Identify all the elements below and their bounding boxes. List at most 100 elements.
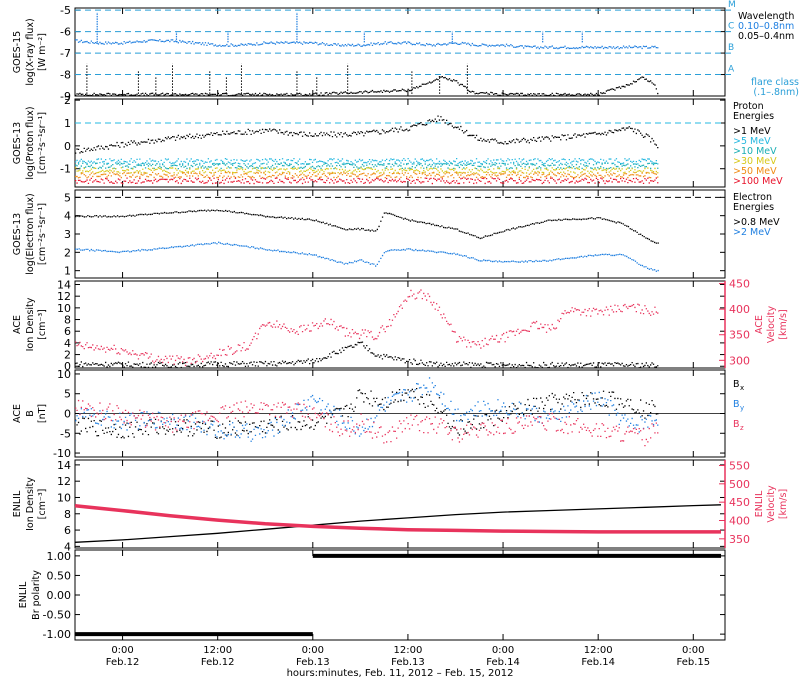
y-tick-label: 1 xyxy=(64,265,71,278)
y-right-tick-label: 300 xyxy=(729,354,750,367)
series-0-10-0-8nm-points xyxy=(75,12,659,50)
series--10-mev-points xyxy=(75,162,659,170)
legend-title: Energies xyxy=(733,111,774,122)
series--50-mev-points xyxy=(75,171,659,179)
goes15-xray-panel: -5 -6 -7 -8 -9 GOES-15 log(X-ray flux) [W m⁻²] M… xyxy=(12,0,799,103)
series-ion-density-line xyxy=(74,504,722,543)
legend-entry: >10 MeV xyxy=(733,146,777,157)
y-tick-label: 12 xyxy=(57,475,71,488)
y-right-axis-label: ACE xyxy=(754,315,765,334)
y-axis-label: [nT] xyxy=(37,404,48,423)
series-bz-points xyxy=(75,399,659,447)
y-right-tick-label: 350 xyxy=(729,329,750,342)
y-axis-label: ENLIL xyxy=(18,581,29,608)
y-tick-label: -1 xyxy=(60,163,71,176)
y-axis-label: [cm⁻²s⁻¹sr⁻¹] xyxy=(37,203,48,265)
series-ion-density-points xyxy=(75,341,659,369)
y-tick-label: 4 xyxy=(64,540,71,553)
series--100-mev-points xyxy=(75,177,659,185)
legend-entry: >5 MeV xyxy=(733,136,771,147)
series--0-8-mev-points xyxy=(75,209,659,244)
series-bx-points xyxy=(75,388,659,439)
legend-note: (.1–.8nm) xyxy=(753,87,799,98)
time-tick-label: 12:00 xyxy=(394,645,423,656)
time-tick-label: 12:00 xyxy=(584,645,613,656)
legend-entry: >0.8 MeV xyxy=(733,217,780,228)
y-tick-label: 0 xyxy=(64,140,71,153)
legend-entry: >2 MeV xyxy=(733,227,771,238)
y-tick-label: 3 xyxy=(64,228,71,241)
y-axis-label: [cm⁻³] xyxy=(37,489,48,520)
series--5-mev-dots xyxy=(75,158,659,165)
y-axis-label: B xyxy=(25,410,36,417)
y-tick-label: 5 xyxy=(64,388,71,401)
y-tick-label: -1.00 xyxy=(43,628,71,641)
legend-entry: 0.10–0.8nm xyxy=(738,21,794,32)
time-tick-label: 0:00 xyxy=(682,645,704,656)
y-right-tick-label: 450 xyxy=(729,496,750,509)
y-axis-label: Br polarity xyxy=(31,570,42,620)
y-tick-label: 8 xyxy=(64,314,71,327)
y-tick-label: -0.50 xyxy=(43,609,71,622)
y-axis-label: [W m⁻²] xyxy=(37,33,48,71)
y-tick-label: -5 xyxy=(60,427,71,440)
y-axis-label: ACE xyxy=(12,315,23,334)
y-tick-label: -9 xyxy=(60,90,71,103)
y-right-axis-label: [km/s] xyxy=(778,489,789,519)
legend-entry: >30 MeV xyxy=(733,156,777,167)
legend-entry: B xyxy=(733,399,740,410)
series--1-mev-points xyxy=(75,115,659,154)
series--1-mev-dots xyxy=(75,115,659,154)
y-tick-label: 2 xyxy=(64,246,71,259)
enlil-polarity-panel: 1.00 0.50 0.00 -0.50 -1.00 ENLIL Br polarity 0:… xyxy=(18,549,726,668)
y-tick-label: 0.00 xyxy=(47,589,72,602)
legend-title: Proton xyxy=(733,101,764,112)
series-ion-density-dots xyxy=(75,341,659,369)
y-tick-label: 1 xyxy=(64,117,71,130)
y-tick-label: 6 xyxy=(64,325,71,338)
legend-entry: >1 MeV xyxy=(733,126,771,137)
y-tick-label: 5 xyxy=(64,191,71,204)
y-tick-label: 4 xyxy=(64,337,71,350)
legend-entry: B xyxy=(733,419,740,430)
series--100-mev-dots xyxy=(75,177,659,185)
y-axis-label: log(Proton flux) xyxy=(25,106,36,179)
series-velocity-dots xyxy=(75,289,659,367)
time-tick-label: 0:00 xyxy=(111,645,133,656)
series--10-mev-dots xyxy=(75,162,659,170)
flare-class-label: A xyxy=(728,65,735,75)
y-right-tick-label: 450 xyxy=(729,278,750,291)
panel-frame xyxy=(74,549,726,641)
y-right-axis-label: [km/s] xyxy=(778,309,789,339)
series--5-mev-points xyxy=(75,158,659,165)
series--2-mev-points xyxy=(75,241,659,272)
y-right-tick-label: 350 xyxy=(729,533,750,546)
y-right-axis-label: Velocity xyxy=(766,305,777,343)
y-tick-label: 6 xyxy=(64,524,71,537)
legend-subscript: x xyxy=(740,384,744,392)
y-right-tick-label: 400 xyxy=(729,303,750,316)
time-tick-label: 0:00 xyxy=(492,645,514,656)
series-velocity-points xyxy=(75,289,659,367)
date-tick-label: Feb.13 xyxy=(391,657,425,668)
y-tick-label: 2 xyxy=(64,349,71,362)
series-bz-dots xyxy=(75,399,659,447)
y-tick-label: 10 xyxy=(57,302,71,315)
series--50-mev-dots xyxy=(75,171,659,179)
goes13-proton-panel: 2 1 0 -1 GOES-13 log(Proton flux) [cm⁻²s⁻¹sr⁻¹… xyxy=(12,94,783,188)
series--30-mev-points xyxy=(75,167,659,174)
legend-subscript: z xyxy=(740,424,744,432)
y-tick-label: 2 xyxy=(64,94,71,107)
x-axis-title: hours:minutes, Feb. 11, 2012 – Feb. 15, … xyxy=(287,668,514,679)
series--30-mev-dots xyxy=(75,167,659,174)
series-0-05-0-4nm-dots xyxy=(75,76,659,97)
series-0-05-0-4nm-points xyxy=(75,63,659,97)
y-tick-label: 8 xyxy=(64,508,71,521)
y-tick-label: 12 xyxy=(57,290,71,303)
legend-title: Electron xyxy=(733,192,772,203)
y-axis-label: [cm⁻³] xyxy=(37,309,48,340)
y-axis-label: GOES-15 xyxy=(12,31,23,73)
